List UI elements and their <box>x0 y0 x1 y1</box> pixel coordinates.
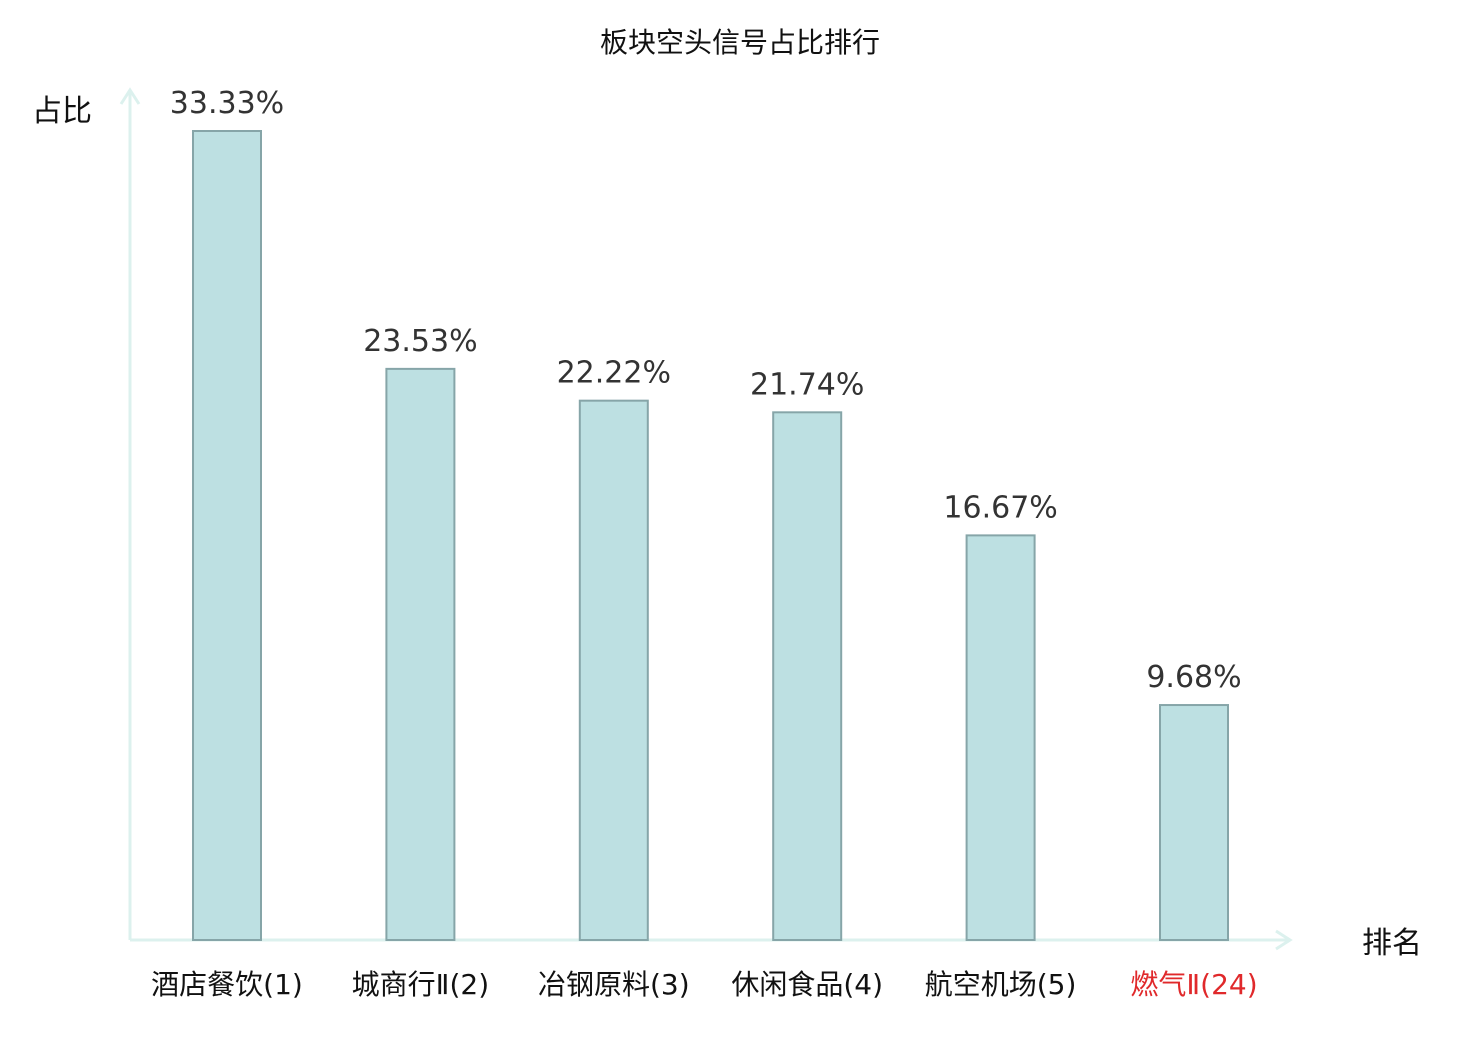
x-tick-label: 冶钢原料(3) <box>538 968 690 1001</box>
bar <box>772 411 843 941</box>
value-label: 22.22% <box>557 356 671 391</box>
value-label: 9.68% <box>1146 660 1241 695</box>
bars <box>192 130 1229 942</box>
bar <box>1159 704 1229 941</box>
value-label: 16.67% <box>943 490 1057 525</box>
value-label: 21.74% <box>750 367 864 402</box>
value-label: 23.53% <box>363 324 477 359</box>
x-axis-arrow-icon <box>1275 929 1293 951</box>
chart-title: 板块空头信号占比排行 <box>600 26 880 59</box>
x-axis-label: 排名 <box>1362 926 1422 961</box>
x-tick-label: 航空机场(5) <box>925 968 1077 1001</box>
bar <box>385 367 456 941</box>
axes <box>119 87 1293 951</box>
value-labels: 33.33% 23.53% 22.22% 21.74% 16.67% 9.68% <box>170 86 1242 695</box>
bar <box>578 399 649 941</box>
x-tick-label: 休闲食品(4) <box>731 968 883 1001</box>
x-tick-label: 城商行Ⅱ(2) <box>352 968 489 1001</box>
x-tick-labels: 酒店餐饮(1) 城商行Ⅱ(2) 冶钢原料(3) 休闲食品(4) 航空机场(5) 燃气Ⅱ(2… <box>151 968 1257 1001</box>
x-tick-label: 酒店餐饮(1) <box>151 968 303 1001</box>
x-tick-label: 燃气Ⅱ(24) <box>1130 968 1257 1001</box>
bar <box>965 534 1036 942</box>
value-label: 33.33% <box>170 86 284 121</box>
y-axis-arrow-icon <box>119 87 141 105</box>
bar <box>192 130 262 941</box>
y-axis-label: 占比 <box>32 94 92 129</box>
